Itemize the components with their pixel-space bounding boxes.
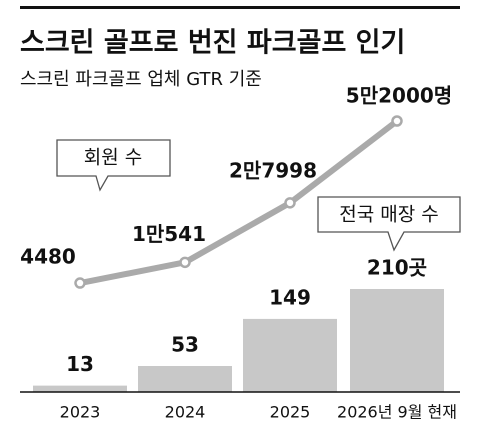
- chart-subtitle: 스크린 파크골프 업체 GTR 기준: [20, 69, 262, 90]
- x-tick-label: 2025: [270, 403, 311, 422]
- bar-value-label: 149: [269, 285, 311, 309]
- line-value-label: 2만7998: [229, 158, 317, 182]
- legend-entry: 전국 매장 수: [339, 204, 438, 226]
- line-value-label: 4480: [20, 245, 76, 269]
- bar: [350, 289, 444, 392]
- line-marker: [284, 197, 296, 209]
- line: [79, 118, 399, 286]
- bar: [138, 366, 232, 392]
- chart-title: 스크린 골프로 번진 파크골프 인기: [20, 28, 405, 59]
- bar: [243, 318, 337, 392]
- bar-layer: [33, 289, 444, 392]
- line-layer: [74, 115, 403, 289]
- top-rule: [20, 6, 460, 9]
- bar-value-label: 13: [66, 352, 94, 376]
- legend-entry: 회원 수: [84, 147, 142, 169]
- line-marker: [391, 115, 403, 127]
- line-value-label: 1만541: [132, 222, 206, 246]
- bar: [33, 385, 127, 392]
- bar-value-label: 53: [171, 333, 199, 357]
- bar-value-label: 210곳: [367, 256, 427, 280]
- legend-callout: [56, 139, 171, 192]
- x-tick-label: 2023: [60, 403, 101, 422]
- line-marker: [179, 256, 191, 269]
- x-tick-label: 2024: [165, 403, 206, 422]
- line-value-label: 5만2000명: [346, 84, 452, 108]
- line-marker: [74, 277, 86, 289]
- legend-callout: [317, 196, 461, 252]
- x-tick-label: 2026년 9월 현재: [337, 403, 457, 422]
